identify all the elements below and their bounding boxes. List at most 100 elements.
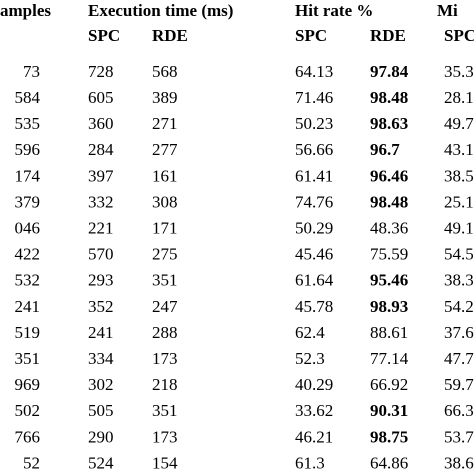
subheader-cell: SPC xyxy=(295,26,327,45)
table-cell: 52.3 xyxy=(295,349,325,368)
table-cell: 288 xyxy=(152,323,178,342)
table-cell: 50.29 xyxy=(295,219,333,238)
table-cell: 45.46 xyxy=(295,245,333,264)
table-cell: 98.48 xyxy=(370,88,408,107)
table-cell: 96.7 xyxy=(370,140,400,159)
table-cell: 38.3 xyxy=(444,271,474,290)
header-cell: Mi xyxy=(437,1,458,20)
table-cell: 43.1 xyxy=(444,140,474,159)
table-cell: 171 xyxy=(152,219,178,238)
table-cell: 98.93 xyxy=(370,297,408,316)
table-cell: 64.13 xyxy=(295,62,333,81)
table-cell: 33.62 xyxy=(295,401,333,420)
subheader-cell: SPC xyxy=(88,26,120,45)
table-cell: 969 xyxy=(15,375,41,394)
table-cell: 96.46 xyxy=(370,166,408,185)
table-cell: 570 xyxy=(88,245,114,264)
table-cell: 25.1 xyxy=(444,192,474,211)
table-cell: 568 xyxy=(152,62,178,81)
table-cell: 174 xyxy=(15,166,41,185)
table-cell: 532 xyxy=(15,271,41,290)
table-cell: 422 xyxy=(15,245,41,264)
table-cell: 221 xyxy=(88,219,114,238)
table-cell: 47.7 xyxy=(444,349,474,368)
table-cell: 37.6 xyxy=(444,323,474,342)
table-cell: 173 xyxy=(152,349,178,368)
table-cell: 275 xyxy=(152,245,178,264)
table-cell: 59.7 xyxy=(444,375,474,394)
table-cell: 66.3 xyxy=(444,401,474,420)
table-cell: 535 xyxy=(15,114,41,133)
table-cell: 75.59 xyxy=(370,245,408,264)
table-cell: 046 xyxy=(15,219,41,238)
table-cell: 64.86 xyxy=(370,453,408,472)
table-cell: 98.48 xyxy=(370,192,408,211)
table-cell: 45.78 xyxy=(295,297,333,316)
table-cell: 241 xyxy=(88,323,114,342)
subheader-cell: SPC xyxy=(444,26,474,45)
table-cell: 98.63 xyxy=(370,114,408,133)
table-cell: 77.14 xyxy=(370,349,409,368)
table-cell: 90.31 xyxy=(370,401,408,420)
table-cell: 379 xyxy=(15,192,41,211)
table-cell: 271 xyxy=(152,114,178,133)
table-cell: 74.76 xyxy=(295,192,333,211)
table-cell: 161 xyxy=(152,166,178,185)
table-cell: 28.1 xyxy=(444,88,474,107)
table-cell: 302 xyxy=(88,375,114,394)
subheader-cell: RDE xyxy=(152,26,188,45)
table-cell: 73 xyxy=(23,62,40,81)
table-cell: 524 xyxy=(88,453,114,472)
header-cell: amples xyxy=(0,1,51,20)
table-cell: 308 xyxy=(152,192,178,211)
table-cell: 277 xyxy=(152,140,178,159)
table-cell: 241 xyxy=(15,297,41,316)
table-cell: 48.36 xyxy=(370,219,408,238)
table-cell: 766 xyxy=(15,427,41,446)
table-cell: 502 xyxy=(15,401,41,420)
table-cell: 46.21 xyxy=(295,427,333,446)
table-cell: 49.7 xyxy=(444,114,474,133)
table-cell: 61.64 xyxy=(295,271,334,290)
table-cell: 66.92 xyxy=(370,375,408,394)
table-cell: 49.1 xyxy=(444,219,474,238)
table-cell: 293 xyxy=(88,271,114,290)
table-cell: 352 xyxy=(88,297,114,316)
table-cell: 50.23 xyxy=(295,114,333,133)
table-cell: 247 xyxy=(152,297,178,316)
table-cell: 71.46 xyxy=(295,88,333,107)
table-cell: 218 xyxy=(152,375,178,394)
table-cell: 88.61 xyxy=(370,323,408,342)
table-cell: 52 xyxy=(23,453,40,472)
table-cell: 56.66 xyxy=(295,140,333,159)
subheader-cell: RDE xyxy=(370,26,406,45)
table-cell: 389 xyxy=(152,88,178,107)
table-cell: 290 xyxy=(88,427,114,446)
table-cell: 53.7 xyxy=(444,427,474,446)
table-cell: 351 xyxy=(152,401,178,420)
table-cell: 98.75 xyxy=(370,427,408,446)
table-cell: 605 xyxy=(88,88,114,107)
table-cell: 54.5 xyxy=(444,245,474,264)
table-cell: 62.4 xyxy=(295,323,325,342)
table-cell: 97.84 xyxy=(370,62,409,81)
table-cell: 728 xyxy=(88,62,114,81)
table-cell: 40.29 xyxy=(295,375,333,394)
table-cell: 35.3 xyxy=(444,62,474,81)
table-cell: 519 xyxy=(15,323,41,342)
header-cell: Hit rate % xyxy=(295,1,373,20)
table-cell: 334 xyxy=(88,349,114,368)
table-cell: 332 xyxy=(88,192,114,211)
table-cell: 584 xyxy=(15,88,41,107)
table-cell: 38.5 xyxy=(444,166,474,185)
table-cell: 351 xyxy=(152,271,178,290)
table-cell: 596 xyxy=(15,140,41,159)
table-cell: 397 xyxy=(88,166,114,185)
table-cell: 154 xyxy=(152,453,178,472)
table-cell: 505 xyxy=(88,401,114,420)
table-cell: 360 xyxy=(88,114,114,133)
table-cell: 38.6 xyxy=(444,453,474,472)
table-cell: 351 xyxy=(15,349,41,368)
table-cell: 173 xyxy=(152,427,178,446)
